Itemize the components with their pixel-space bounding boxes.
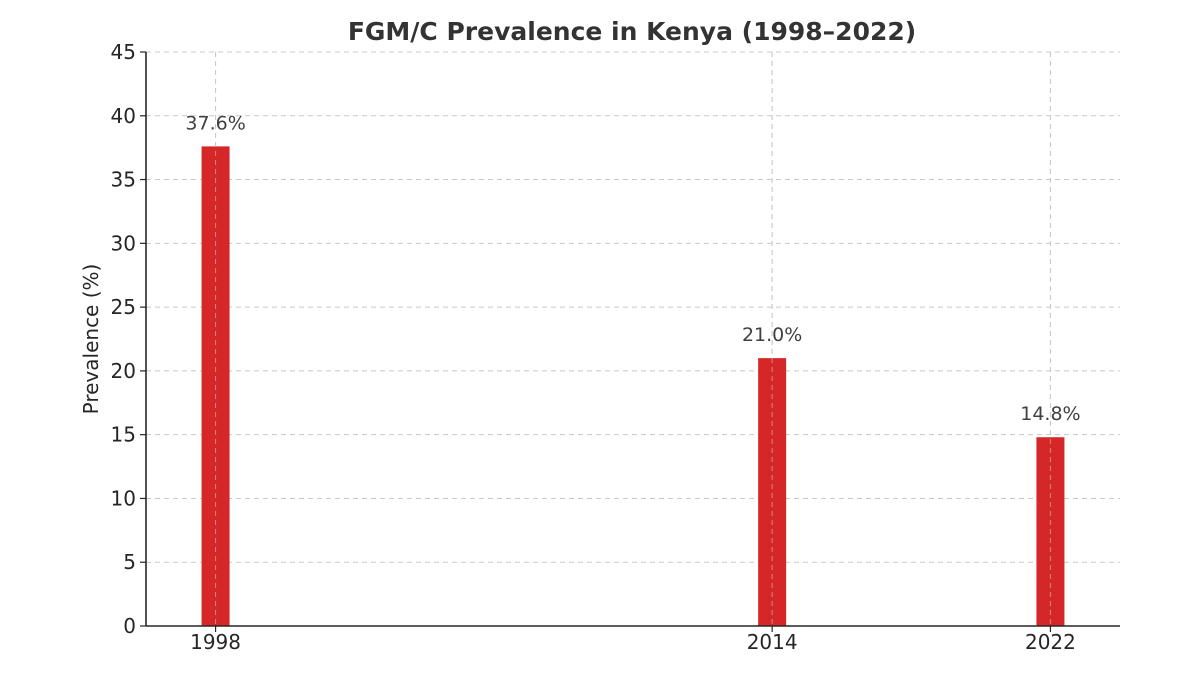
y-tick-label: 15 — [111, 423, 136, 447]
y-tick-label: 45 — [111, 40, 136, 64]
axes: 0 5 10 15 20 25 30 35 40 45 1998 2014 2022 — [111, 40, 1120, 654]
y-tick-label: 5 — [123, 550, 136, 574]
grid — [146, 51, 1120, 627]
chart-title: FGM/C Prevalence in Kenya (1998–2022) — [348, 17, 916, 46]
y-tick-label: 10 — [111, 486, 136, 510]
y-tick-label: 25 — [111, 295, 136, 319]
y-tick-label: 0 — [123, 614, 136, 638]
y-tick-label: 35 — [111, 168, 136, 192]
x-tick-label: 2022 — [1025, 630, 1076, 654]
x-tick-label: 1998 — [190, 630, 241, 654]
y-axis-label: Prevalence (%) — [79, 264, 103, 415]
bar — [758, 358, 787, 626]
data-label: 14.8% — [1020, 403, 1080, 425]
y-tick-label: 30 — [111, 231, 136, 255]
data-label: 37.6% — [185, 112, 245, 134]
bars — [201, 52, 1065, 626]
data-labels: 37.6% 21.0% 14.8% — [185, 112, 1080, 425]
data-label: 21.0% — [742, 324, 802, 346]
y-tick-label: 40 — [111, 104, 136, 128]
x-tick-label: 2014 — [747, 630, 798, 654]
y-tick-label: 20 — [111, 359, 136, 383]
